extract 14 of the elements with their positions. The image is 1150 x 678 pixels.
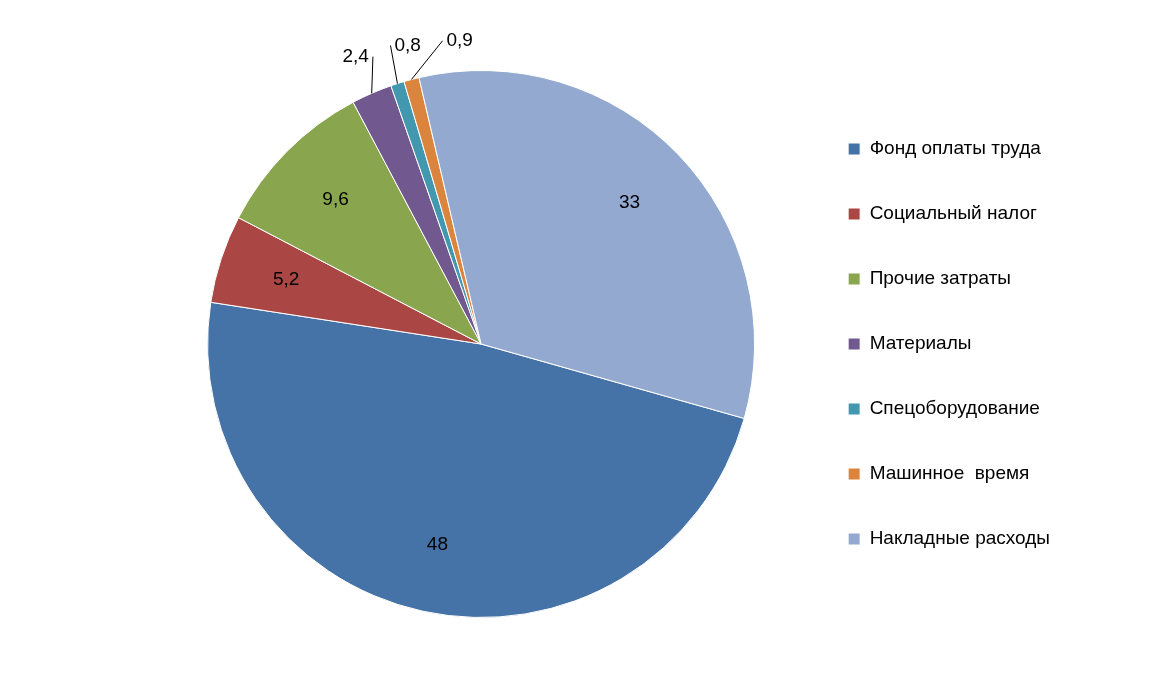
legend-label: Материалы: [869, 332, 972, 354]
data-label: 5,2: [272, 268, 300, 290]
data-label: 2,4: [342, 44, 370, 66]
legend-label: Прочие затраты: [869, 267, 1012, 289]
legend-label: Спецоборудование: [869, 397, 1040, 419]
data-label: 0,8: [394, 33, 421, 55]
legend-label: Социальный налог: [869, 202, 1037, 224]
legend-label: Накладные расходы: [869, 527, 1051, 549]
data-label: 33: [618, 190, 641, 212]
data-label: 48: [426, 532, 448, 554]
data-label: 9,6: [322, 187, 349, 209]
legend-label: Машинное время: [869, 462, 1030, 484]
legend-label: Фонд оплаты труда: [869, 137, 1042, 159]
data-label: 0,9: [446, 29, 473, 51]
